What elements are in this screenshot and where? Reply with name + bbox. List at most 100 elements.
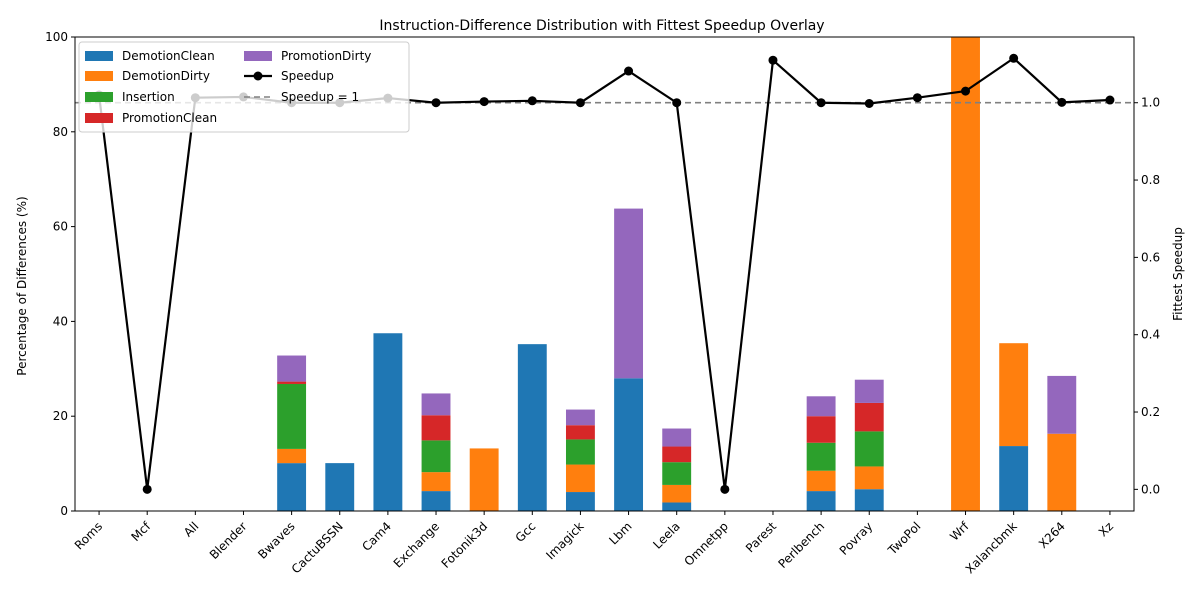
- speedup-point-povray: [864, 98, 874, 108]
- bar-promotionclean-leela: [662, 446, 692, 463]
- speedup-point-x264: [1057, 97, 1067, 107]
- speedup-point-parest: [768, 55, 778, 65]
- speedup-point-exchange: [431, 98, 441, 108]
- legend-item-demotiondirty: DemotionDirty: [85, 69, 210, 83]
- x-tick-label: Gcc: [513, 519, 539, 545]
- bar-insertion-imagick: [565, 439, 595, 465]
- bar-demotiondirty-x264: [1047, 433, 1077, 511]
- plot-frame: [74, 36, 1135, 512]
- x-tick-label: Roms: [72, 519, 105, 552]
- speedup-point-perlbench: [816, 98, 826, 108]
- speedup-point-imagick: [575, 98, 585, 108]
- bar-insertion-bwaves: [277, 383, 307, 449]
- y-tick-label: 20: [53, 409, 68, 423]
- y-tick-label: 40: [53, 314, 68, 328]
- legend: DemotionClean DemotionDirty Insertion Promo…: [78, 41, 410, 133]
- y2-axis-label: Fittest Speedup: [1171, 227, 1185, 321]
- legend-label: PromotionClean: [122, 111, 217, 125]
- bar-demotiondirty-bwaves: [277, 448, 307, 464]
- bar-demotiondirty-exchange: [421, 472, 451, 492]
- x-tick-label: Cam4: [359, 519, 394, 554]
- legend-box: [78, 41, 410, 133]
- y-axis-label: Percentage of Differences (%): [15, 196, 29, 375]
- bar-demotionclean-xalancbmk: [999, 446, 1029, 511]
- y2-tick-label: 0.0: [1141, 482, 1160, 496]
- bar-demotiondirty-wrf: [951, 37, 980, 511]
- x-tick-label: TwoPol: [885, 519, 924, 558]
- x-tick-label: Omnetpp: [681, 519, 731, 569]
- bar-promotionclean-imagick: [565, 425, 595, 440]
- x-tick-label: Lbm: [606, 519, 634, 547]
- y-tick-label: 100: [45, 30, 68, 44]
- x-tick-label: Imagick: [543, 519, 586, 562]
- bar-demotionclean-gcc: [517, 344, 547, 511]
- x-tick-label: Perlbench: [775, 519, 827, 571]
- bar-promotiondirty-imagick: [565, 409, 595, 426]
- legend-swatch: [85, 113, 113, 123]
- bar-promotiondirty-perlbench: [806, 396, 836, 417]
- speedup-point-xz: [1105, 95, 1115, 105]
- bar-demotionclean-cam4: [373, 333, 403, 511]
- bar-promotionclean-bwaves: [277, 381, 307, 384]
- legend-swatch: [85, 51, 113, 61]
- x-tick-label: Mcf: [128, 519, 153, 544]
- x-tick-label: Wrf: [947, 519, 972, 544]
- legend-label: DemotionDirty: [122, 69, 210, 83]
- y2-tick-label: 0.8: [1141, 173, 1160, 187]
- bar-demotiondirty-leela: [662, 484, 692, 503]
- bar-demotionclean-cactubssn: [325, 463, 355, 511]
- speedup-point-twopol: [912, 93, 922, 103]
- legend-marker: [253, 71, 263, 81]
- legend-item-speedup: Speedup: [244, 69, 334, 83]
- legend-item-promotionclean: PromotionClean: [85, 111, 217, 125]
- bar-promotiondirty-povray: [854, 379, 884, 403]
- legend-label: Speedup = 1: [281, 90, 359, 104]
- speedup-point-leela: [672, 98, 682, 108]
- bar-promotiondirty-x264: [1047, 375, 1077, 434]
- legend-item-demotionclean: DemotionClean: [85, 49, 215, 63]
- legend-label: DemotionClean: [122, 49, 215, 63]
- bar-demotionclean-bwaves: [277, 463, 307, 511]
- x-tick-label: Xalancbmk: [963, 519, 1020, 576]
- y-tick-label: 60: [53, 220, 68, 234]
- y2-tick-label: 0.2: [1141, 405, 1160, 419]
- legend-swatch: [244, 51, 272, 61]
- x-tick-label: Leela: [650, 519, 682, 551]
- speedup-point-gcc: [527, 96, 537, 106]
- x-tick-label: All: [181, 519, 201, 539]
- bar-insertion-perlbench: [806, 442, 836, 471]
- x-tick-label: Exchange: [391, 519, 442, 570]
- legend-label: Speedup: [281, 69, 334, 83]
- x-tick-label: Parest: [743, 519, 779, 555]
- x-tick-label: Xz: [1096, 519, 1116, 539]
- bar-insertion-exchange: [421, 440, 451, 473]
- x-tick-label: X264: [1036, 519, 1068, 551]
- bar-demotionclean-leela: [662, 502, 692, 511]
- bar-demotionclean-lbm: [614, 378, 644, 511]
- legend-item-insertion: Insertion: [85, 90, 175, 104]
- speedup-point-fotonik3d: [479, 97, 489, 107]
- bar-demotionclean-exchange: [421, 491, 451, 511]
- speedup-point-omnetpp: [720, 484, 730, 494]
- bar-demotiondirty-imagick: [565, 464, 595, 493]
- speedup-point-lbm: [624, 66, 634, 76]
- legend-swatch: [85, 92, 113, 102]
- bar-promotionclean-povray: [854, 402, 884, 432]
- bar-demotionclean-imagick: [565, 492, 595, 511]
- bar-demotiondirty-xalancbmk: [999, 343, 1029, 447]
- bar-promotionclean-exchange: [421, 415, 451, 441]
- legend-swatch: [85, 71, 113, 81]
- bar-demotiondirty-perlbench: [806, 470, 836, 492]
- x-tick-label: Bwaves: [255, 519, 298, 562]
- speedup-point-xalancbmk: [1009, 53, 1019, 63]
- legend-item-promotiondirty: PromotionDirty: [244, 49, 371, 63]
- bar-insertion-leela: [662, 462, 692, 485]
- x-tick-label: Blender: [207, 519, 250, 562]
- bars-group: [277, 37, 1077, 511]
- bar-demotionclean-povray: [854, 489, 884, 511]
- bar-promotiondirty-exchange: [421, 393, 451, 416]
- legend-label: Insertion: [122, 90, 175, 104]
- bar-demotionclean-perlbench: [806, 491, 836, 511]
- y2-tick-label: 0.6: [1141, 250, 1160, 264]
- y2-tick-label: 0.4: [1141, 328, 1160, 342]
